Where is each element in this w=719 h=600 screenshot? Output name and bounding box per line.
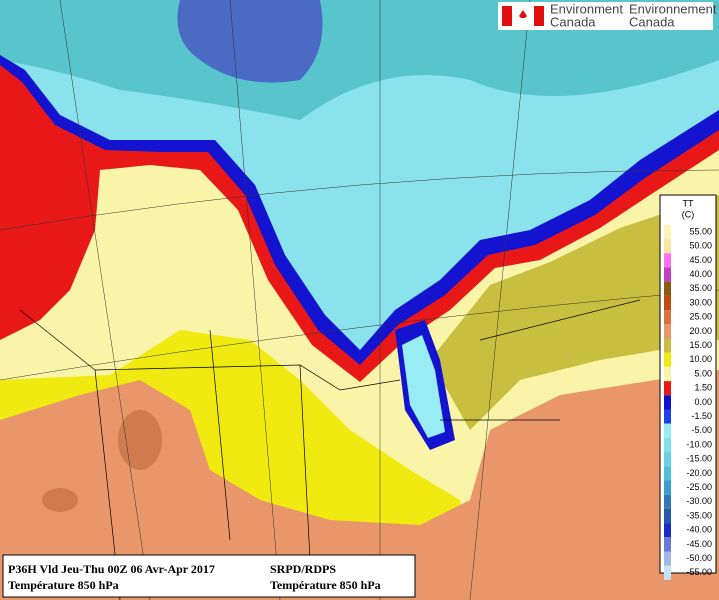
logo-fr: Canada xyxy=(629,14,675,29)
legend-label: 0.00 xyxy=(694,397,712,407)
legend-swatch xyxy=(664,239,671,254)
legend-swatch xyxy=(664,352,671,367)
legend-label: 45.00 xyxy=(689,255,712,265)
logo-en: Environment xyxy=(550,1,623,16)
legend-label: 1.50 xyxy=(694,383,712,393)
legend-label: -5.00 xyxy=(691,425,712,435)
legend-label: -55.00 xyxy=(686,567,712,577)
legend-swatch xyxy=(664,395,671,410)
legend-label: 25.00 xyxy=(689,312,712,322)
legend-swatch xyxy=(664,480,671,495)
legend-swatch xyxy=(664,466,671,481)
legend-swatch xyxy=(664,253,671,268)
legend-label: -50.00 xyxy=(686,553,712,563)
warm-region xyxy=(0,370,719,600)
legend-swatch xyxy=(664,224,671,240)
legend-label: 5.00 xyxy=(694,368,712,378)
legend-label: -15.00 xyxy=(686,454,712,464)
logo-en: Canada xyxy=(550,14,596,29)
legend-swatch xyxy=(664,381,671,396)
legend-items: 55.00 50.00 45.00 40.00 35.00 30.00 25.00 20.00… xyxy=(664,224,712,580)
legend-label: 30.00 xyxy=(689,297,712,307)
caption-left: Température 850 hPa xyxy=(8,578,119,592)
caption-right: SRPD/RDPS xyxy=(270,562,336,576)
warm-patch xyxy=(42,488,78,512)
legend-swatch xyxy=(664,295,671,311)
legend-swatch xyxy=(664,452,671,467)
legend-swatch xyxy=(664,281,671,296)
caption-box xyxy=(2,554,416,598)
borders xyxy=(19,299,641,600)
logo-fr: Environnement xyxy=(629,1,717,16)
legend-swatch xyxy=(664,494,671,509)
legend-swatch xyxy=(664,310,671,325)
legend-unit: (C) xyxy=(682,209,695,219)
legend-swatch xyxy=(664,551,671,566)
legend-label: -40.00 xyxy=(686,525,712,535)
cold-core xyxy=(177,0,323,83)
legend-label: 15.00 xyxy=(689,340,712,350)
legend-label: -35.00 xyxy=(686,510,712,520)
legend-label: 50.00 xyxy=(689,241,712,251)
lake-cold xyxy=(402,335,445,438)
legend-swatch xyxy=(664,437,671,453)
legend-swatch xyxy=(664,423,671,438)
legend-label: 35.00 xyxy=(689,283,712,293)
legend-swatch xyxy=(664,508,671,524)
legend-label: 20.00 xyxy=(689,326,712,336)
legend-swatch xyxy=(664,523,671,538)
legend-label: -1.50 xyxy=(691,411,712,421)
legend-swatch xyxy=(664,366,671,382)
caption-left: P36H Vld Jeu-Thu 00Z 06 Avr-Apr 2017 xyxy=(8,562,215,576)
legend-label: -10.00 xyxy=(686,439,712,449)
olive-region xyxy=(430,195,719,430)
legend-label: 55.00 xyxy=(689,226,712,236)
legend-label: -30.00 xyxy=(686,496,712,506)
legend-swatch xyxy=(664,267,671,282)
warm-patch xyxy=(118,410,162,470)
caption-right: Température 850 hPa xyxy=(270,578,381,592)
legend-swatch xyxy=(664,324,671,339)
legend-label: 10.00 xyxy=(689,354,712,364)
maple-leaf xyxy=(519,10,527,18)
legend-swatch xyxy=(664,565,671,580)
legend-label: 40.00 xyxy=(689,269,712,279)
legend-label: -20.00 xyxy=(686,468,712,478)
legend-swatch xyxy=(664,537,671,552)
legend-label: -45.00 xyxy=(686,539,712,549)
legend-swatch xyxy=(664,338,671,353)
legend-title: TT xyxy=(683,198,694,208)
legend-swatch xyxy=(664,409,671,424)
legend-label: -25.00 xyxy=(686,482,712,492)
